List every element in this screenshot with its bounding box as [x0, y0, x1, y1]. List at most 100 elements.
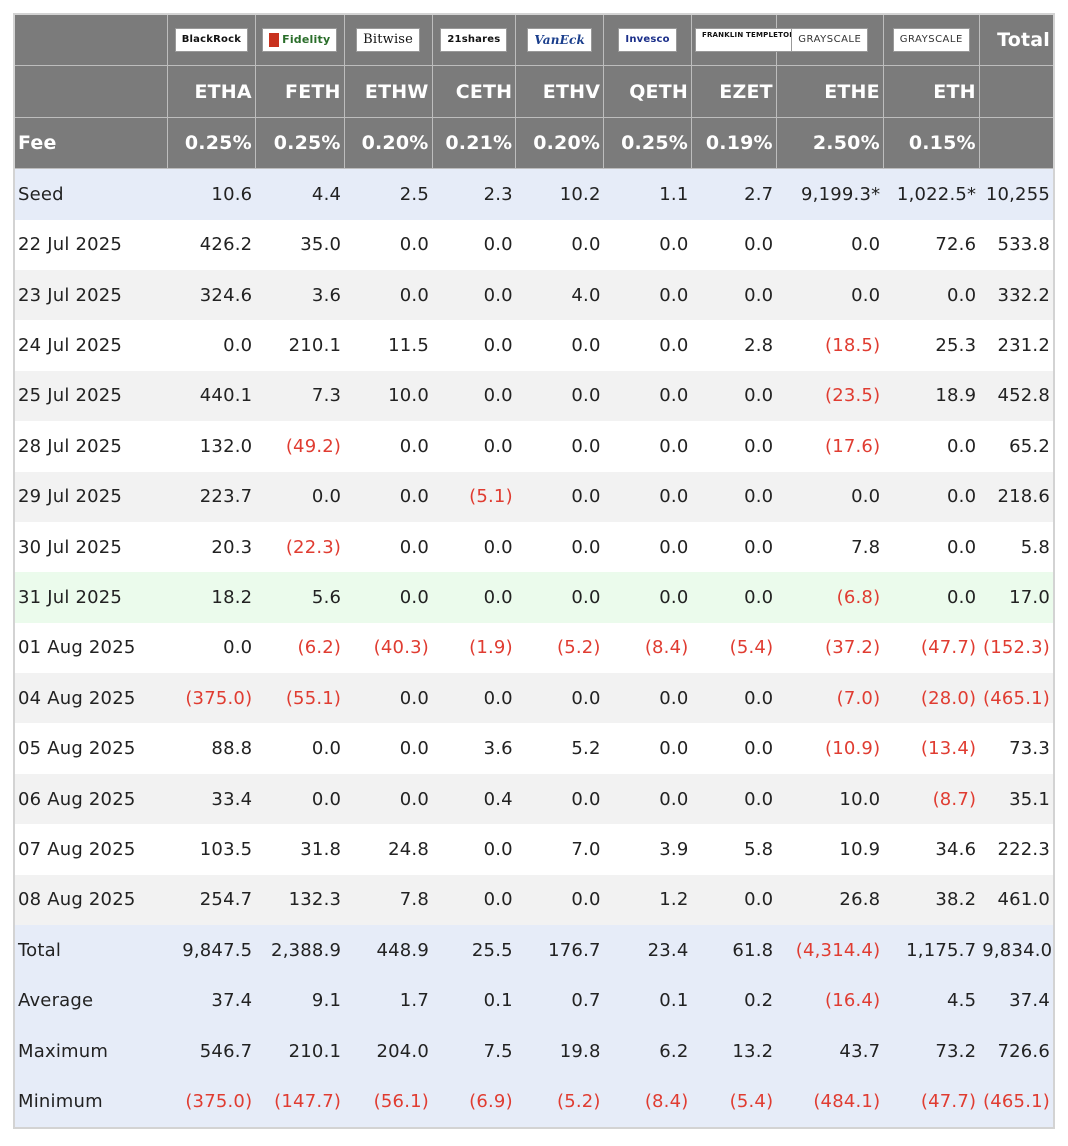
invesco-logo: Invesco: [618, 28, 677, 53]
21shares-logo: 21shares: [440, 28, 508, 53]
ticker-cell-empty: [978, 65, 1053, 118]
flow-cell: (56.1): [344, 1076, 432, 1127]
row-total-cell: 9,834.0: [979, 925, 1053, 976]
issuer-logo-cell: VanEck: [515, 15, 604, 67]
ticker-cell: ETHA: [166, 65, 256, 118]
flow-cell: 2.8: [691, 320, 777, 371]
fee-label: Fee: [15, 117, 168, 170]
flow-cell: 0.0: [691, 370, 777, 422]
fee-cell: 2.50%: [775, 117, 884, 170]
flow-cell: 210.1: [255, 320, 345, 371]
flow-cell: 254.7: [167, 874, 256, 926]
flow-cell: 0.0: [344, 773, 432, 825]
table-row: 30 Jul 2025 20.3 (22.3) 0.0 0.0 0.0 0.0 0.0 7.8 0…: [15, 521, 1053, 573]
flow-cell: 0.0: [691, 521, 777, 573]
flow-cell: 2.7: [691, 168, 777, 220]
flow-cell: 440.1: [167, 370, 256, 422]
flow-cell: 0.0: [883, 572, 980, 623]
row-label: Maximum: [15, 1025, 168, 1077]
flow-cell: 38.2: [883, 874, 980, 926]
flow-cell: 0.0: [255, 471, 345, 522]
issuer-logo-cell: Fidelity: [254, 15, 345, 67]
flow-cell: 0.0: [515, 320, 604, 371]
total-column-header: Total: [978, 15, 1053, 67]
flow-cell: 0.0: [883, 471, 980, 522]
flow-cell: 0.0: [515, 370, 604, 422]
flow-cell: 0.0: [432, 219, 516, 270]
summary-row: Minimum (375.0) (147.7) (56.1) (6.9) (5.2) (8.…: [15, 1076, 1053, 1127]
flow-cell: 1.2: [603, 874, 692, 926]
flow-cell: (6.8): [776, 572, 884, 623]
row-total-cell: 222.3: [979, 824, 1053, 875]
flow-cell: (28.0): [883, 673, 980, 724]
flow-cell: 0.0: [515, 773, 604, 825]
summary-row: Total 9,847.5 2,388.9 448.9 25.5 176.7 23.4 61.…: [15, 925, 1053, 976]
flow-cell: 176.7: [515, 925, 604, 976]
issuer-logo-cell: GRAYSCALE: [882, 15, 980, 67]
fee-cell: 0.25%: [603, 117, 692, 170]
flow-cell: 0.0: [883, 269, 980, 321]
row-label: 22 Jul 2025: [15, 219, 168, 270]
row-label: Seed: [15, 168, 168, 220]
flow-cell: 0.0: [603, 572, 692, 623]
flow-cell: 0.1: [603, 975, 692, 1026]
flow-cell: 0.0: [603, 723, 692, 774]
flow-cell: 0.0: [344, 673, 432, 724]
flow-cell: 0.0: [515, 521, 604, 573]
grayscale-logo: GRAYSCALE: [892, 28, 970, 53]
flow-cell: 204.0: [344, 1025, 432, 1077]
flow-cell: 0.0: [515, 421, 604, 472]
row-label: 05 Aug 2025: [15, 723, 168, 774]
table-row: 25 Jul 2025 440.1 7.3 10.0 0.0 0.0 0.0 0.0 (23.5…: [15, 370, 1053, 422]
flow-cell: 103.5: [167, 824, 256, 875]
row-total-cell: 17.0: [979, 572, 1053, 623]
flow-cell: 37.4: [167, 975, 256, 1026]
flow-cell: 73.2: [883, 1025, 980, 1077]
flow-cell: 0.0: [432, 874, 516, 926]
flow-cell: 0.0: [776, 219, 884, 270]
blackrock-logo: BlackRock: [174, 28, 249, 53]
flow-cell: 3.6: [432, 723, 516, 774]
flow-cell: (40.3): [344, 622, 432, 674]
flow-cell: 0.2: [691, 975, 777, 1026]
flow-cell: 0.0: [603, 320, 692, 371]
flow-cell: (47.7): [883, 622, 980, 674]
flow-cell: 0.0: [432, 370, 516, 422]
ticker-cell: FETH: [254, 65, 345, 118]
fidelity-logo: Fidelity: [262, 28, 338, 53]
flow-cell: (23.5): [776, 370, 884, 422]
row-total-cell: 10,255: [979, 168, 1053, 220]
flow-cell: (5.2): [515, 1076, 604, 1127]
flow-cell: 0.0: [883, 421, 980, 472]
ticker-cell: ETHW: [343, 65, 432, 118]
row-label: Minimum: [15, 1076, 168, 1127]
flow-cell: 0.0: [255, 723, 345, 774]
flow-cell: (5.4): [691, 1076, 777, 1127]
flow-cell: (8.4): [603, 622, 692, 674]
row-total-cell: 218.6: [979, 471, 1053, 522]
ticker-cell: ETHV: [515, 65, 604, 118]
row-label: Average: [15, 975, 168, 1026]
flow-cell: 0.0: [603, 269, 692, 321]
fee-cell: 0.21%: [431, 117, 516, 170]
issuer-logo-cell: 21shares: [431, 15, 516, 67]
etf-flow-table-frame: BlackRock Fidelity Bitwise 21shares VanE…: [13, 13, 1055, 1129]
flow-cell: 6.2: [603, 1025, 692, 1077]
issuer-logo-cell: BlackRock: [166, 15, 256, 67]
flow-cell: 546.7: [167, 1025, 256, 1077]
row-total-cell: (465.1): [979, 673, 1053, 724]
flow-cell: 5.8: [691, 824, 777, 875]
issuer-logo-cell: Invesco: [603, 15, 692, 67]
flow-cell: 0.0: [603, 521, 692, 573]
flow-cell: 4.4: [255, 168, 345, 220]
flow-cell: 0.0: [603, 421, 692, 472]
flow-cell: (47.7): [883, 1076, 980, 1127]
flow-cell: 33.4: [167, 773, 256, 825]
flow-cell: 10.0: [344, 370, 432, 422]
flow-cell: 9.1: [255, 975, 345, 1026]
row-label: 06 Aug 2025: [15, 773, 168, 825]
flow-cell: 132.0: [167, 421, 256, 472]
flow-cell: (17.6): [776, 421, 884, 472]
flow-cell: (4,314.4): [776, 925, 884, 976]
row-label: 07 Aug 2025: [15, 824, 168, 875]
